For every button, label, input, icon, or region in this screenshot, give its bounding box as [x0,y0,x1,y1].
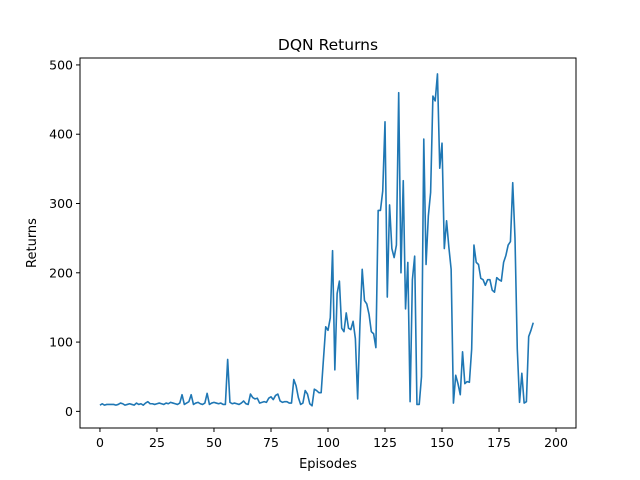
x-tick-label: 0 [96,435,104,450]
y-tick-label: 400 [49,127,73,142]
chart-title: DQN Returns [278,36,378,54]
y-tick-label: 100 [49,335,73,350]
y-tick-label: 200 [49,265,73,280]
y-tick-label: 0 [65,404,73,419]
x-tick-label: 50 [206,435,222,450]
x-axis: 0 25 50 75 100 125 150 175 200 [96,428,568,450]
axes-frame [79,57,577,429]
y-axis-title: Returns [25,218,40,268]
x-tick-label: 125 [373,435,397,450]
x-tick-label: 150 [430,435,454,450]
x-tick-label: 100 [316,435,340,450]
y-axis: 0 100 200 300 400 500 [49,57,80,419]
y-tick-label: 500 [49,57,73,72]
x-tick-label: 200 [544,435,568,450]
x-tick-label: 75 [263,435,279,450]
y-tick-label: 300 [49,196,73,211]
x-axis-title: Episodes [299,457,357,472]
x-tick-label: 25 [149,435,165,450]
x-tick-label: 175 [487,435,511,450]
plot-area [99,73,535,407]
series-line-0 [99,73,535,407]
